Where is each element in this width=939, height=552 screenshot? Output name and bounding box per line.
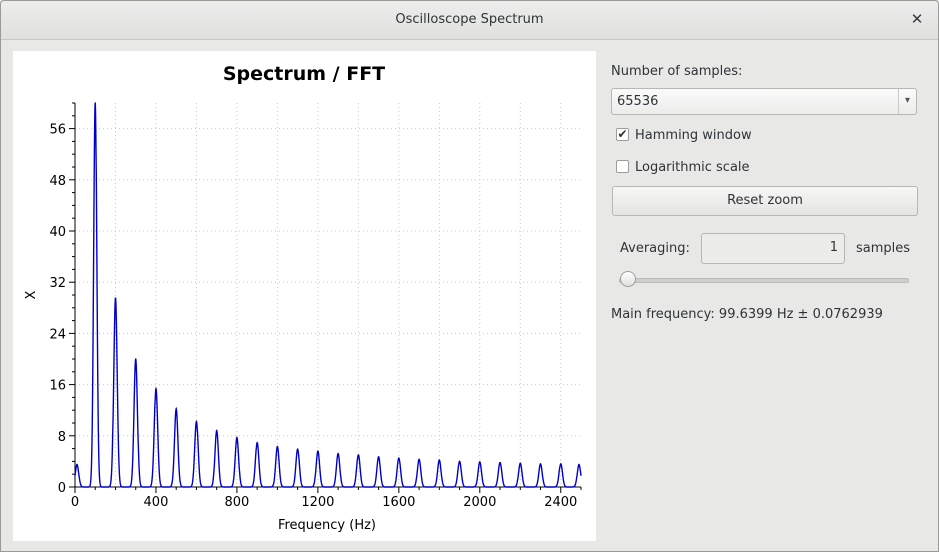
spectrum-peak-point bbox=[236, 436, 238, 439]
spectrum-chart[interactable]: Spectrum / FFT 0 400 800 1200 1600 2000 2400 0 8… bbox=[13, 51, 596, 541]
spectrum-peak-point bbox=[114, 297, 117, 299]
y-axis-label: X bbox=[24, 290, 39, 299]
title-bar: Oscilloscope Spectrum ✕ bbox=[1, 1, 938, 40]
x-tick-label: 2000 bbox=[463, 495, 496, 510]
spectrum-peak-point bbox=[479, 461, 481, 463]
x-axis-label: Frequency (Hz) bbox=[278, 518, 376, 533]
chart-ticks: 0 400 800 1200 1600 2000 2400 0 8 16 24 32 40 48 56 bbox=[49, 102, 582, 510]
samples-combo[interactable]: 65536 ▾ bbox=[611, 88, 917, 115]
spectrum-peak-point bbox=[377, 456, 380, 458]
spectrum-peak-point bbox=[578, 463, 580, 466]
spectrum-peak-point bbox=[155, 388, 157, 390]
spectrum-peak-point bbox=[76, 463, 78, 466]
y-tick-label: 40 bbox=[49, 225, 66, 240]
spectrum-peak-point bbox=[438, 459, 441, 461]
y-tick-label: 32 bbox=[49, 276, 66, 291]
x-tick-label: 800 bbox=[225, 495, 250, 510]
averaging-slider-track[interactable] bbox=[619, 278, 909, 283]
averaging-unit: samples bbox=[856, 241, 911, 256]
y-tick-label: 56 bbox=[49, 123, 66, 138]
spectrum-peak-point bbox=[458, 460, 461, 463]
hamming-checkbox[interactable]: ✔ bbox=[616, 128, 629, 141]
samples-label: Number of samples: bbox=[611, 64, 743, 79]
x-tick-label: 1600 bbox=[382, 495, 415, 510]
y-tick-label: 8 bbox=[58, 430, 66, 445]
y-tick-label: 16 bbox=[49, 379, 66, 394]
plot-panel[interactable]: Spectrum / FFT 0 400 800 1200 1600 2000 2400 0 8… bbox=[13, 51, 596, 541]
x-tick-label: 1200 bbox=[301, 495, 334, 510]
spectrum-peak-point bbox=[195, 420, 198, 423]
y-tick-label: 0 bbox=[58, 481, 66, 496]
control-panel: Number of samples: 65536 ▾ ✔ Hamming win… bbox=[611, 51, 921, 351]
chart-title: Spectrum / FFT bbox=[223, 63, 385, 85]
spectrum-peak-point bbox=[519, 462, 522, 465]
close-icon[interactable]: ✕ bbox=[910, 10, 924, 28]
y-tick-label: 48 bbox=[49, 174, 66, 189]
main-frequency-readout: Main frequency: 99.6399 Hz ± 0.0762939 bbox=[611, 307, 883, 322]
averaging-label: Averaging: bbox=[620, 241, 690, 256]
spectrum-peak-point bbox=[276, 445, 279, 448]
chart-axes bbox=[74, 103, 581, 488]
spectrum-peak-point bbox=[418, 458, 420, 461]
log-scale-label[interactable]: Logarithmic scale bbox=[635, 160, 750, 175]
spectrum-peak-point bbox=[357, 454, 360, 456]
spectrum-peak-point bbox=[256, 442, 258, 444]
chevron-down-icon[interactable]: ▾ bbox=[898, 89, 916, 114]
spectrum-peak-point bbox=[317, 450, 319, 452]
x-tick-label: 0 bbox=[71, 495, 79, 510]
spectrum-peak-point bbox=[499, 461, 501, 464]
chart-grid bbox=[75, 103, 581, 487]
spectrum-peak-point bbox=[296, 448, 299, 451]
spectrum-peak-point bbox=[215, 429, 218, 432]
spectrum-line bbox=[74, 102, 582, 488]
x-tick-label: 400 bbox=[144, 495, 169, 510]
spectrum-peak-point bbox=[559, 463, 562, 465]
spectrum-peak-point bbox=[337, 452, 339, 455]
y-tick-label: 24 bbox=[49, 327, 66, 342]
reset-zoom-button[interactable]: Reset zoom bbox=[612, 186, 918, 216]
chart-series bbox=[74, 102, 582, 488]
spectrum-peak-point bbox=[134, 358, 137, 360]
window-title: Oscilloscope Spectrum bbox=[395, 12, 544, 27]
averaging-spinbox[interactable]: 1 bbox=[701, 233, 845, 264]
log-scale-checkbox[interactable] bbox=[616, 160, 629, 173]
spectrum-peak-point bbox=[398, 457, 400, 460]
averaging-slider-handle[interactable] bbox=[620, 271, 636, 287]
spectrum-peak-point bbox=[175, 408, 177, 410]
samples-value: 65536 bbox=[617, 94, 659, 109]
hamming-label[interactable]: Hamming window bbox=[635, 128, 752, 143]
averaging-value: 1 bbox=[829, 240, 838, 255]
x-tick-label: 2400 bbox=[544, 495, 577, 510]
check-icon: ✔ bbox=[617, 127, 628, 141]
spectrum-peak-point bbox=[94, 102, 97, 104]
spectrum-peak-point bbox=[539, 463, 542, 465]
